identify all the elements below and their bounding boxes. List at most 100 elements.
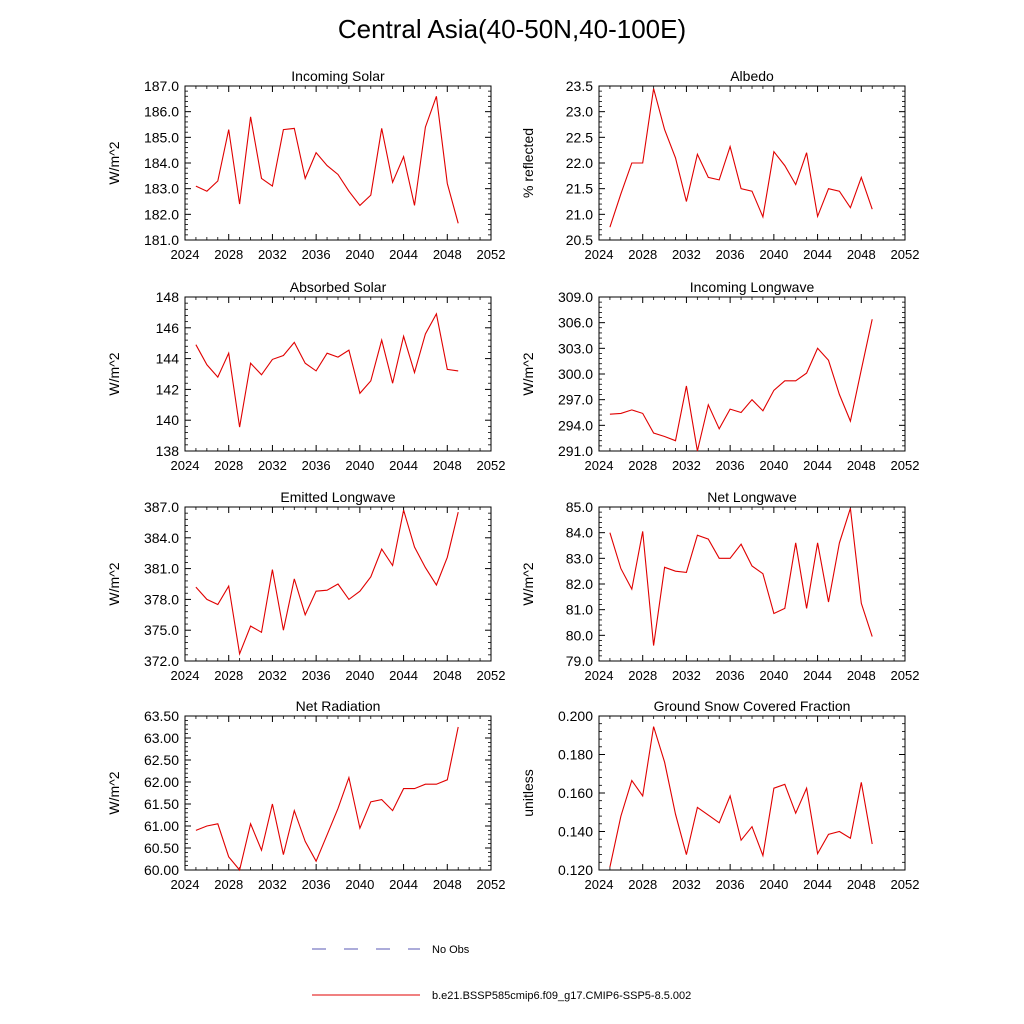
x-tick-label: 2036 (302, 247, 331, 262)
y-tick-label: 297.0 (558, 392, 593, 408)
y-axis-label: W/m^2 (106, 352, 122, 395)
x-tick-label: 2024 (585, 247, 614, 262)
x-tick-label: 2024 (585, 668, 614, 683)
y-axis-label: W/m^2 (106, 562, 122, 605)
x-tick-label: 2040 (759, 877, 788, 892)
y-tick-label: 146 (156, 320, 180, 336)
y-tick-label: 378.0 (144, 591, 179, 607)
x-tick-label: 2040 (345, 458, 374, 473)
y-tick-label: 23.5 (566, 78, 593, 94)
x-tick-label: 2032 (672, 247, 701, 262)
y-axis-label: W/m^2 (520, 352, 536, 395)
plot-frame (184, 715, 492, 871)
plot-frame (184, 296, 492, 452)
plot-title: Ground Snow Covered Fraction (654, 698, 851, 714)
y-tick-label: 387.0 (144, 499, 179, 515)
x-tick-label: 2040 (345, 877, 374, 892)
y-tick-label: 0.200 (558, 708, 593, 724)
series-line (609, 88, 873, 228)
x-tick-label: 2024 (585, 877, 614, 892)
y-tick-label: 384.0 (144, 530, 179, 546)
x-tick-label: 2040 (759, 668, 788, 683)
series-line (195, 726, 459, 872)
y-tick-label: 381.0 (144, 561, 179, 577)
x-tick-label: 2052 (891, 247, 920, 262)
x-tick-label: 2032 (672, 668, 701, 683)
x-tick-label: 2048 (847, 247, 876, 262)
y-tick-label: 63.00 (144, 730, 179, 746)
x-tick-label: 2048 (847, 458, 876, 473)
plot-title: Absorbed Solar (290, 279, 387, 295)
x-tick-label: 2044 (803, 247, 832, 262)
y-tick-label: 185.0 (144, 129, 179, 145)
plot-title: Albedo (730, 68, 774, 84)
y-tick-label: 23.0 (566, 104, 593, 120)
x-tick-label: 2044 (803, 458, 832, 473)
y-tick-label: 80.0 (566, 627, 593, 643)
y-axis-label: % reflected (520, 128, 536, 198)
x-tick-label: 2028 (628, 668, 657, 683)
x-tick-label: 2024 (171, 668, 200, 683)
series-line (609, 319, 873, 452)
x-tick-label: 2036 (302, 668, 331, 683)
y-tick-label: 187.0 (144, 78, 179, 94)
y-tick-label: 60.00 (144, 862, 179, 878)
plot-title: Incoming Longwave (690, 279, 815, 295)
y-axis-label: W/m^2 (520, 562, 536, 605)
plot-title: Net Radiation (296, 698, 381, 714)
y-tick-label: 0.160 (558, 785, 593, 801)
x-tick-label: 2036 (302, 877, 331, 892)
plot-frame (598, 85, 906, 241)
y-tick-label: 81.0 (566, 602, 593, 618)
y-tick-label: 79.0 (566, 653, 593, 669)
x-tick-label: 2024 (171, 458, 200, 473)
x-tick-label: 2044 (389, 458, 418, 473)
x-tick-label: 2048 (433, 668, 462, 683)
y-tick-label: 182.0 (144, 206, 179, 222)
y-tick-label: 181.0 (144, 232, 179, 248)
x-tick-label: 2024 (171, 877, 200, 892)
y-tick-label: 183.0 (144, 181, 179, 197)
plot-frame (598, 296, 906, 452)
x-tick-label: 2052 (477, 877, 506, 892)
x-tick-label: 2036 (302, 458, 331, 473)
series-line (195, 509, 459, 656)
series-line (195, 96, 459, 224)
y-tick-label: 306.0 (558, 315, 593, 331)
x-tick-label: 2048 (433, 458, 462, 473)
y-tick-label: 83.0 (566, 550, 593, 566)
y-tick-label: 375.0 (144, 622, 179, 638)
x-tick-label: 2028 (628, 877, 657, 892)
x-tick-label: 2028 (214, 247, 243, 262)
x-tick-label: 2028 (214, 877, 243, 892)
y-tick-label: 20.5 (566, 232, 593, 248)
y-tick-label: 300.0 (558, 366, 593, 382)
series-line (609, 508, 873, 646)
x-tick-label: 2052 (477, 668, 506, 683)
y-tick-label: 294.0 (558, 417, 593, 433)
y-tick-label: 82.0 (566, 576, 593, 592)
y-tick-label: 85.0 (566, 499, 593, 515)
x-tick-label: 2036 (716, 877, 745, 892)
figure-title: Central Asia(40-50N,40-100E) (337, 14, 687, 44)
y-tick-label: 142 (156, 381, 180, 397)
x-tick-label: 2048 (433, 247, 462, 262)
y-axis-label: unitless (520, 769, 536, 816)
y-tick-label: 184.0 (144, 155, 179, 171)
y-tick-label: 372.0 (144, 653, 179, 669)
x-tick-label: 2044 (389, 668, 418, 683)
x-tick-label: 2044 (389, 247, 418, 262)
x-tick-label: 2052 (891, 668, 920, 683)
x-tick-label: 2024 (171, 247, 200, 262)
y-tick-label: 148 (156, 289, 180, 305)
y-tick-label: 0.180 (558, 747, 593, 763)
x-tick-label: 2028 (628, 458, 657, 473)
y-axis-label: W/m^2 (106, 141, 122, 184)
x-tick-label: 2036 (716, 458, 745, 473)
x-tick-label: 2036 (716, 668, 745, 683)
y-tick-label: 309.0 (558, 289, 593, 305)
x-tick-label: 2028 (628, 247, 657, 262)
y-tick-label: 21.5 (566, 181, 593, 197)
y-tick-label: 60.50 (144, 840, 179, 856)
x-tick-label: 2044 (389, 877, 418, 892)
